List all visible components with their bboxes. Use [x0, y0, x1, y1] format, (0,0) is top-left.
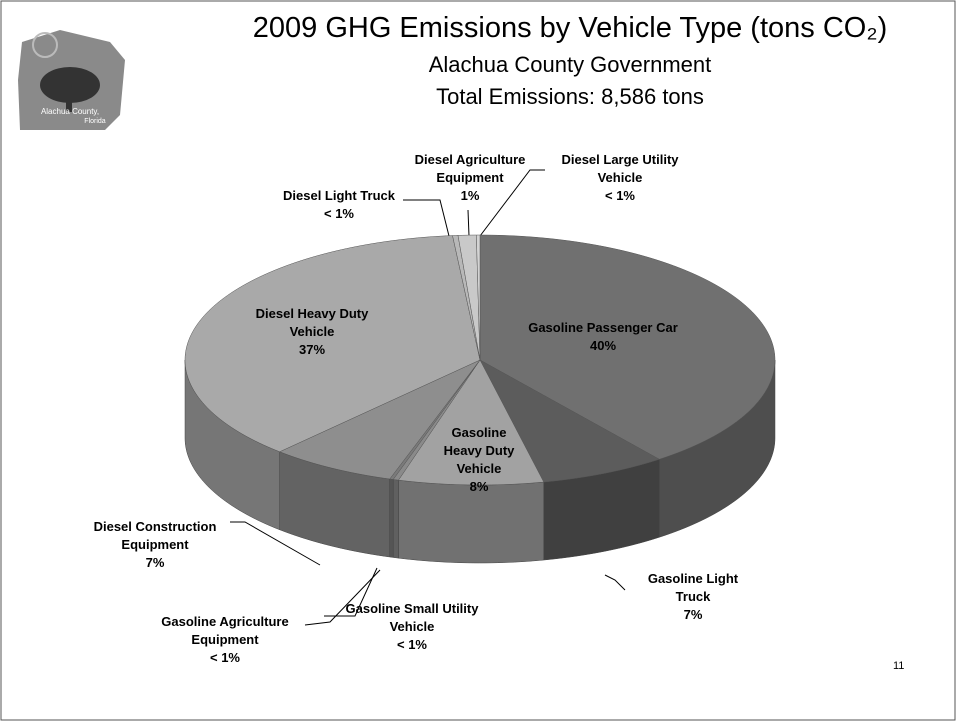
slice-name: Gasoline Agriculture Equipment: [161, 614, 289, 647]
slice-value: 37%: [298, 342, 326, 357]
pie-slice: [479, 359, 660, 483]
subtitle: Total Emissions: 8,586 tons: [436, 84, 704, 109]
slice-name: Gasoline Passenger Car: [528, 320, 678, 335]
slice-name: Diesel Construction Equipment: [93, 519, 217, 552]
pie-slice: [479, 234, 776, 460]
pie-slice-side: [392, 479, 399, 559]
slice-value: 7%: [683, 607, 703, 622]
slice-value: 1%: [460, 188, 480, 203]
logo: Alachua County, Florida: [18, 30, 125, 130]
slice-value: 40%: [589, 338, 617, 353]
slice-name: Diesel Agriculture Equipment: [414, 152, 526, 185]
data-label: Gasoline Agriculture Equipment < 1%: [140, 613, 310, 667]
data-label: Gasoline Small Utility Vehicle < 1%: [322, 600, 502, 654]
pie-slice: [476, 234, 481, 361]
slice-value: < 1%: [210, 650, 240, 665]
slice-name: Gasoline Light Truck: [647, 571, 739, 604]
data-label: Gasoline Passenger Car 40%: [523, 319, 683, 355]
data-label: Gasoline Light Truck 7%: [643, 570, 743, 624]
data-label: Diesel Large Utility Vehicle < 1%: [560, 151, 680, 205]
slice-name: Gasoline Small Utility Vehicle: [345, 601, 479, 634]
slice-value: < 1%: [605, 188, 635, 203]
pie-slice-side: [389, 478, 394, 558]
logo-text: Alachua County,: [41, 107, 99, 116]
slice-name: Diesel Large Utility Vehicle: [561, 152, 679, 185]
pie-slice: [398, 359, 545, 486]
leader-lines: [230, 169, 626, 626]
slice-value: < 1%: [397, 637, 427, 652]
pie-slice: [279, 359, 481, 480]
slice-value: 8%: [469, 479, 489, 494]
slice-name: Diesel Heavy Duty Vehicle: [255, 306, 369, 339]
slice-name: Gasoline Heavy Duty Vehicle: [443, 425, 515, 476]
title: 2009 GHG Emissions by Vehicle Type (tons…: [252, 12, 888, 44]
slice-value: 7%: [145, 555, 165, 570]
subtitle: Alachua County Government: [428, 52, 712, 77]
logo-text: Florida: [84, 118, 106, 125]
slice-name: Diesel Light Truck: [283, 188, 395, 203]
pie-slice: [184, 235, 481, 453]
slide-number: 11: [893, 660, 905, 672]
data-label: Diesel Construction Equipment 7%: [65, 518, 245, 572]
data-label: Diesel Heavy Duty Vehicle 37%: [237, 305, 387, 359]
data-label: Diesel Light Truck < 1%: [264, 187, 414, 223]
data-label: Gasoline Heavy Duty Vehicle 8%: [434, 424, 524, 496]
slice-value: < 1%: [324, 206, 354, 221]
data-label: Diesel Agriculture Equipment 1%: [405, 151, 535, 205]
